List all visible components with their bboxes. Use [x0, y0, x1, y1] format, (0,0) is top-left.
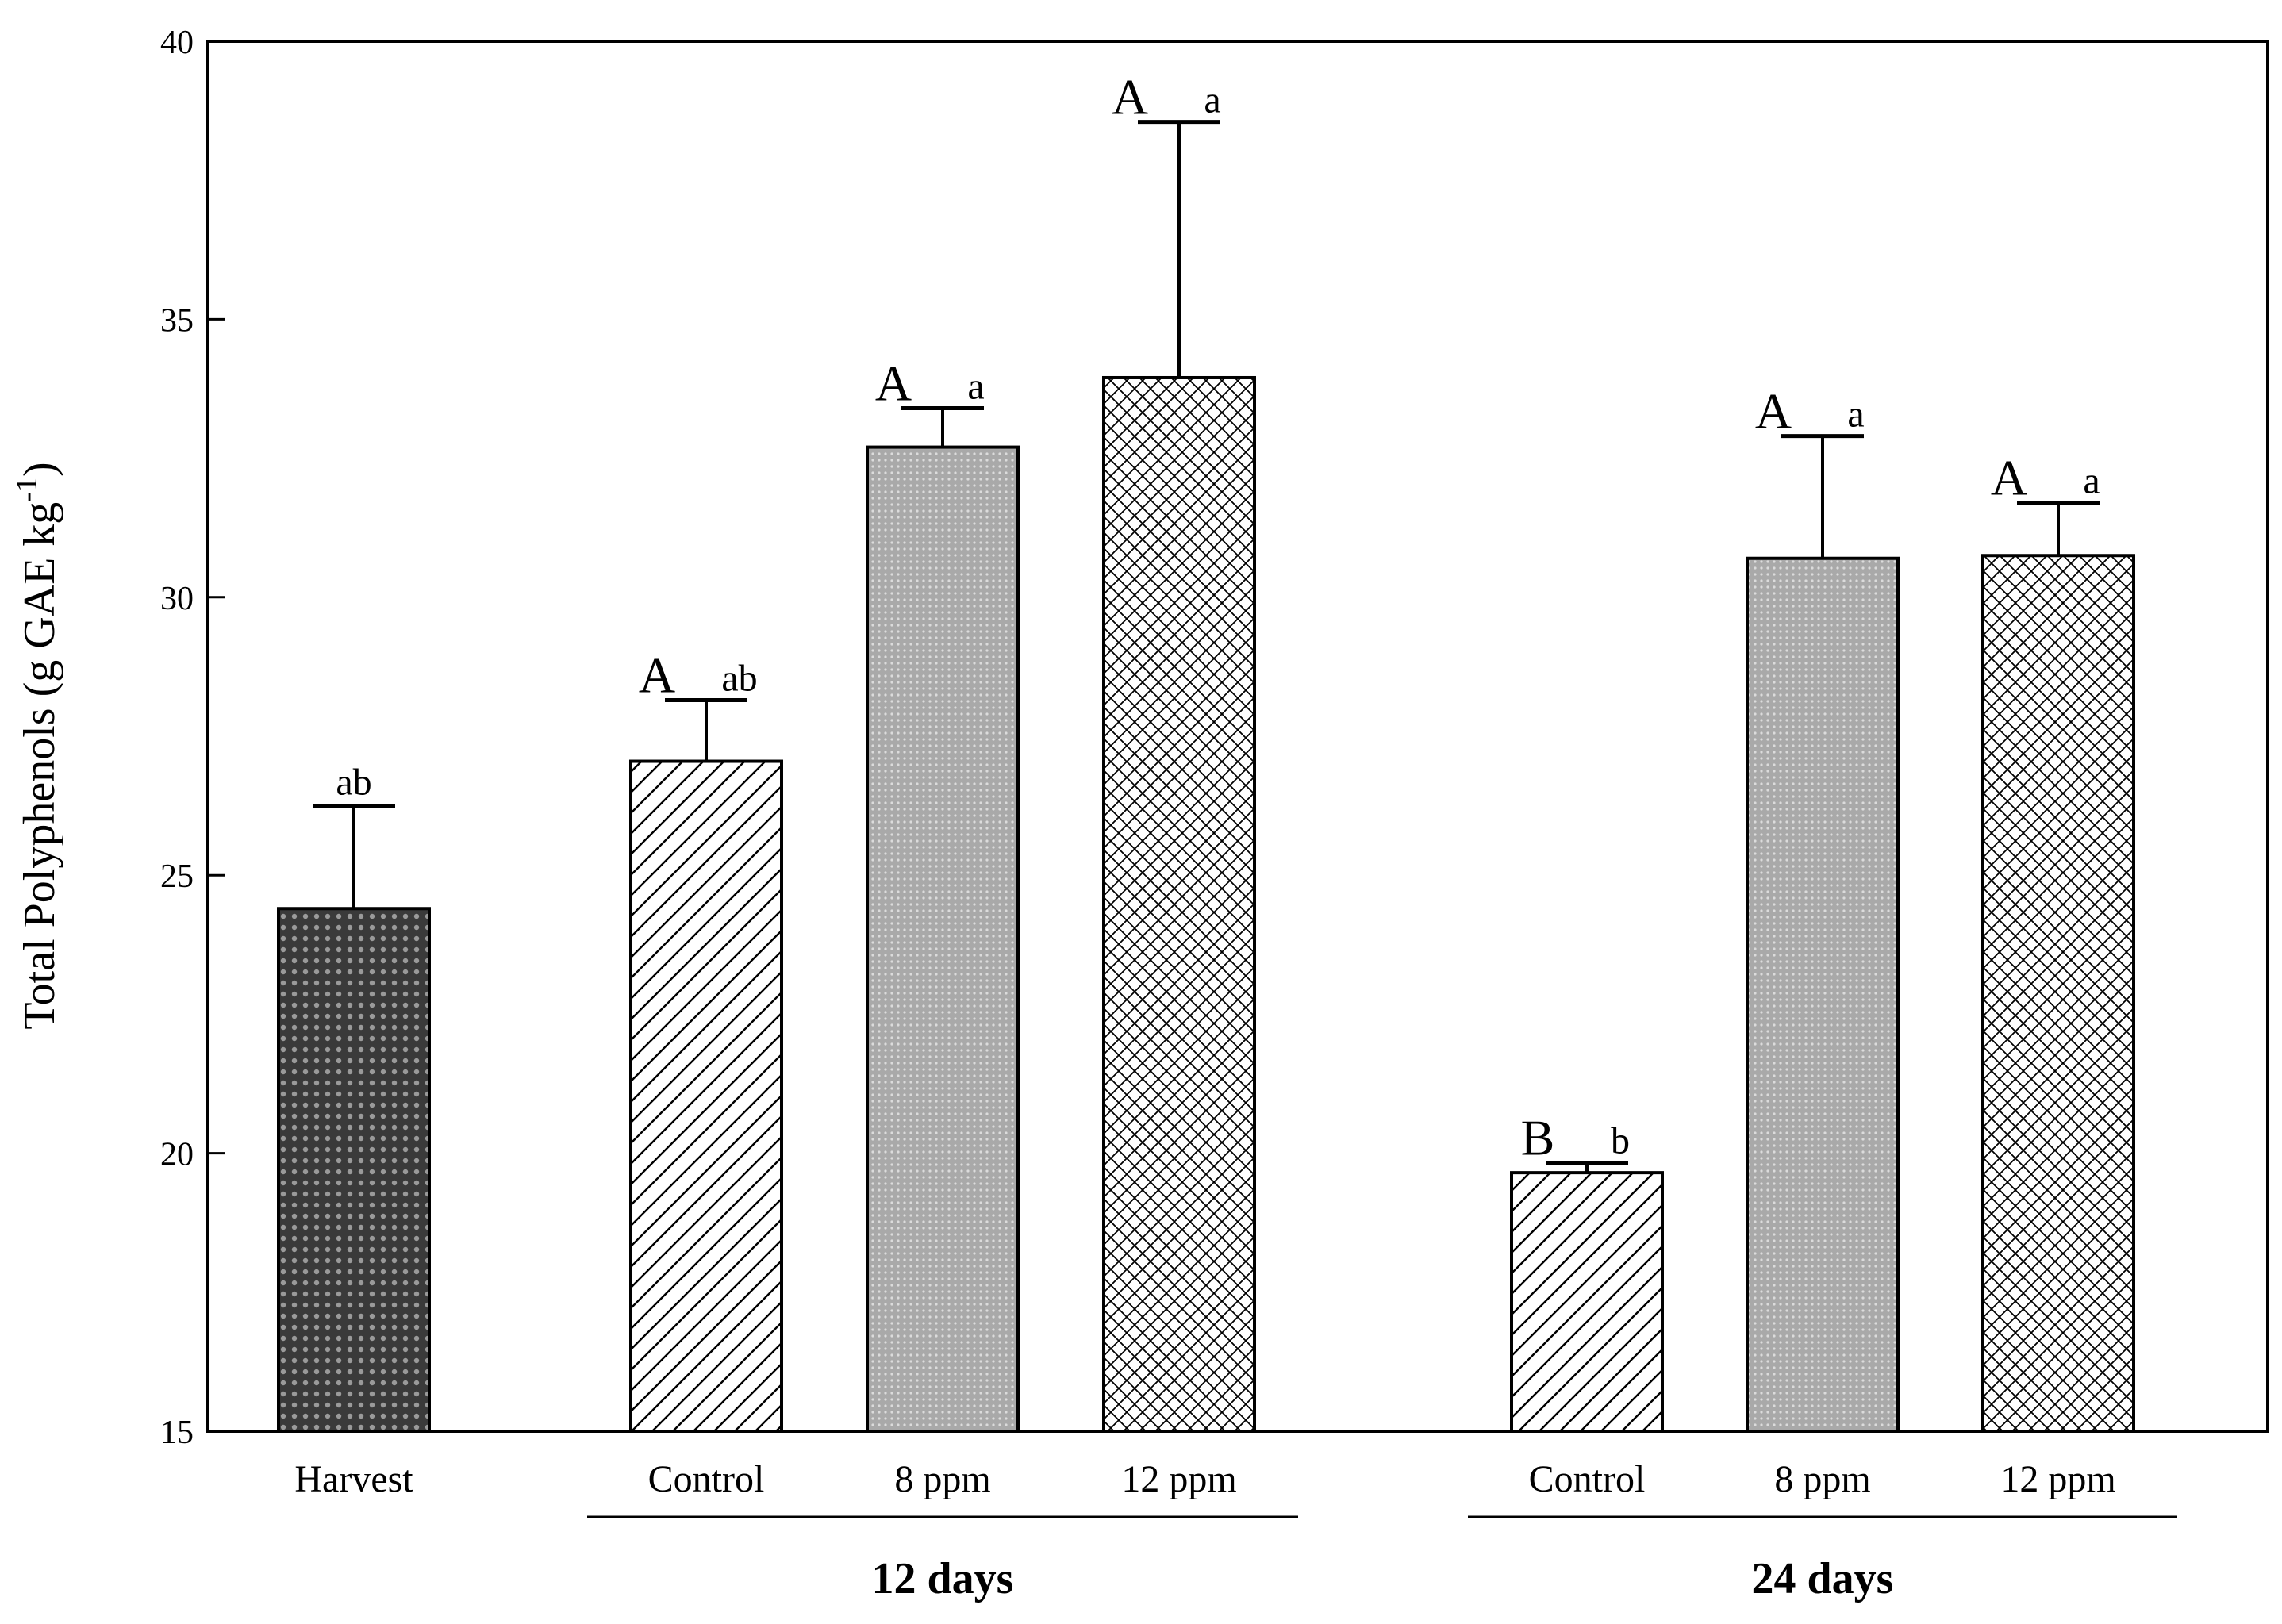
y-tick-label: 30: [160, 581, 194, 617]
y-axis-label: Total Polyphenols (g GAE kg-1): [10, 462, 64, 1029]
y-tick-label: 40: [160, 25, 194, 61]
group-label: 24 days: [1752, 1554, 1894, 1603]
bar: [277, 907, 431, 1434]
y-tick-label: 15: [160, 1415, 194, 1451]
significance-letter-upper: B: [1521, 1110, 1555, 1166]
significance-letter-lower: b: [1611, 1120, 1630, 1162]
significance-letter-upper: A: [1991, 450, 2027, 506]
significance-letter-upper: A: [1755, 383, 1792, 440]
bar: [866, 445, 1020, 1433]
significance-letter-upper: A: [875, 355, 912, 412]
significance-letter-lower: a: [1204, 79, 1220, 121]
bar: [1510, 1171, 1664, 1434]
category-label: Control: [1529, 1458, 1646, 1500]
significance-letter-upper: A: [639, 647, 675, 703]
category-label: Harvest: [294, 1458, 413, 1500]
significance-letter-lower: ab: [721, 657, 757, 699]
bar: [1102, 375, 1256, 1433]
category-label: 12 ppm: [1121, 1458, 1236, 1500]
significance-letter-lower: ab: [336, 762, 371, 804]
category-label: 8 ppm: [1774, 1458, 1870, 1500]
bar: [1746, 556, 1900, 1433]
y-tick-label: 25: [160, 858, 194, 895]
category-label: Control: [648, 1458, 765, 1500]
bar: [1981, 554, 2135, 1433]
significance-letter-lower: a: [967, 366, 984, 408]
plot-frame: [206, 40, 2269, 1433]
significance-letter-upper: A: [1112, 69, 1148, 125]
y-tick-label: 35: [160, 302, 194, 339]
category-label: 8 ppm: [894, 1458, 990, 1500]
significance-letter-lower: a: [2083, 460, 2100, 502]
y-tick-label: 20: [160, 1137, 194, 1173]
category-label: 12 ppm: [2000, 1458, 2115, 1500]
group-label: 12 days: [872, 1554, 1014, 1603]
significance-letter-lower: a: [1847, 394, 1864, 436]
bar: [629, 759, 783, 1433]
